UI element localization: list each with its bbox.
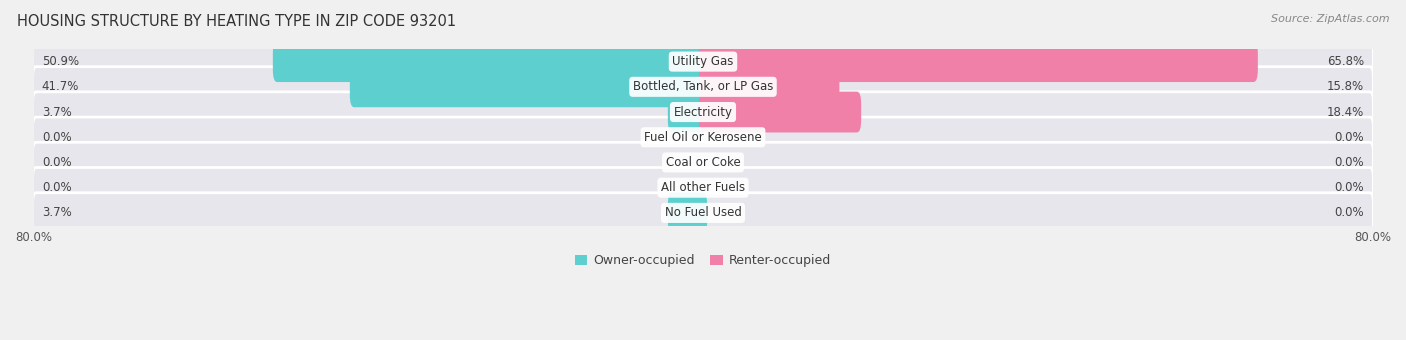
Text: 0.0%: 0.0% xyxy=(42,131,72,144)
Text: 3.7%: 3.7% xyxy=(42,105,72,119)
FancyBboxPatch shape xyxy=(699,91,860,133)
Text: 0.0%: 0.0% xyxy=(42,156,72,169)
FancyBboxPatch shape xyxy=(668,91,707,133)
Text: All other Fuels: All other Fuels xyxy=(661,181,745,194)
Text: 65.8%: 65.8% xyxy=(1327,55,1364,68)
Text: 0.0%: 0.0% xyxy=(1334,181,1364,194)
FancyBboxPatch shape xyxy=(32,92,1374,132)
Text: 0.0%: 0.0% xyxy=(1334,131,1364,144)
FancyBboxPatch shape xyxy=(32,41,1374,82)
Text: 41.7%: 41.7% xyxy=(42,80,79,93)
Text: Bottled, Tank, or LP Gas: Bottled, Tank, or LP Gas xyxy=(633,80,773,93)
Text: 15.8%: 15.8% xyxy=(1327,80,1364,93)
Text: Coal or Coke: Coal or Coke xyxy=(665,156,741,169)
FancyBboxPatch shape xyxy=(273,41,707,82)
Text: Fuel Oil or Kerosene: Fuel Oil or Kerosene xyxy=(644,131,762,144)
FancyBboxPatch shape xyxy=(699,41,1258,82)
Text: No Fuel Used: No Fuel Used xyxy=(665,206,741,219)
FancyBboxPatch shape xyxy=(32,67,1374,107)
FancyBboxPatch shape xyxy=(32,168,1374,208)
FancyBboxPatch shape xyxy=(699,66,839,107)
Text: Utility Gas: Utility Gas xyxy=(672,55,734,68)
Text: 3.7%: 3.7% xyxy=(42,206,72,219)
Text: Electricity: Electricity xyxy=(673,105,733,119)
FancyBboxPatch shape xyxy=(32,193,1374,233)
Text: 0.0%: 0.0% xyxy=(1334,156,1364,169)
Text: 18.4%: 18.4% xyxy=(1327,105,1364,119)
Text: HOUSING STRUCTURE BY HEATING TYPE IN ZIP CODE 93201: HOUSING STRUCTURE BY HEATING TYPE IN ZIP… xyxy=(17,14,456,29)
Text: 0.0%: 0.0% xyxy=(1334,206,1364,219)
FancyBboxPatch shape xyxy=(32,117,1374,157)
FancyBboxPatch shape xyxy=(350,66,707,107)
Text: 50.9%: 50.9% xyxy=(42,55,79,68)
Legend: Owner-occupied, Renter-occupied: Owner-occupied, Renter-occupied xyxy=(569,249,837,272)
Text: 0.0%: 0.0% xyxy=(42,181,72,194)
Text: Source: ZipAtlas.com: Source: ZipAtlas.com xyxy=(1271,14,1389,23)
FancyBboxPatch shape xyxy=(668,192,707,233)
FancyBboxPatch shape xyxy=(32,142,1374,183)
